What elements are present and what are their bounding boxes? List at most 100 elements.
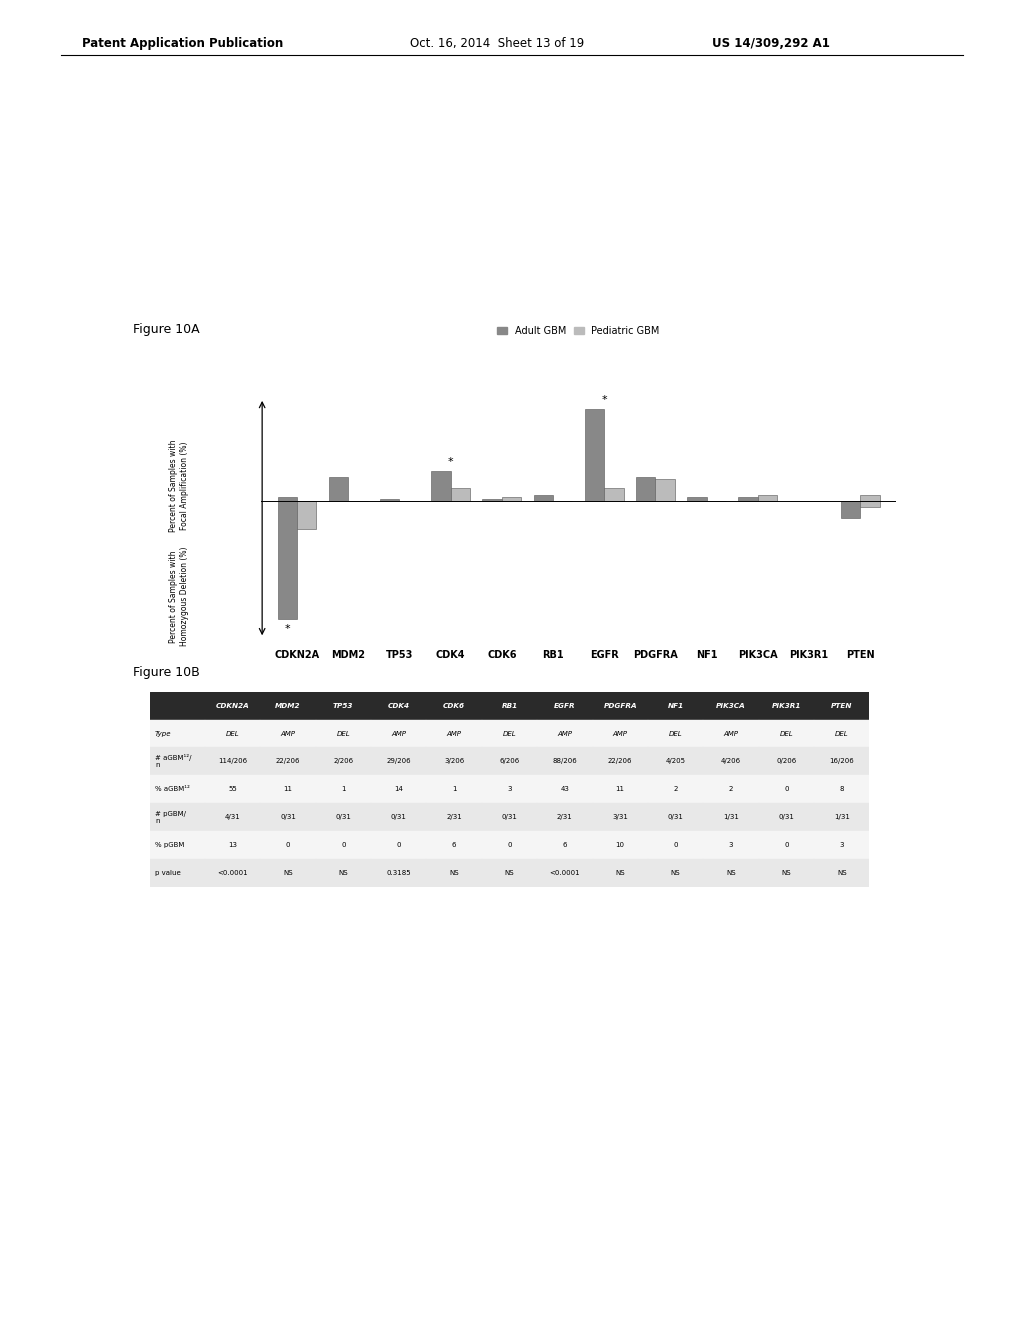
Bar (297, 500, 316, 529)
Text: 22/206: 22/206 (608, 759, 633, 764)
Bar (814, 747, 869, 775)
Text: AMP: AMP (612, 730, 628, 737)
Bar (538, 804, 593, 832)
Bar (703, 859, 759, 887)
Bar (593, 775, 648, 804)
Text: 0/31: 0/31 (391, 814, 407, 820)
Text: NS: NS (505, 870, 514, 876)
Bar (759, 804, 814, 832)
Text: % pGBM: % pGBM (155, 842, 184, 849)
Bar (593, 747, 648, 775)
Bar (502, 496, 521, 500)
Bar (150, 719, 205, 747)
Bar (260, 719, 315, 747)
Bar (260, 692, 315, 719)
Text: 1: 1 (452, 787, 457, 792)
Legend: Adult GBM, Pediatric GBM: Adult GBM, Pediatric GBM (494, 322, 664, 341)
Bar (604, 488, 624, 500)
Bar (205, 692, 260, 719)
Text: 6: 6 (452, 842, 457, 849)
Text: 0.3185: 0.3185 (386, 870, 411, 876)
Text: 0: 0 (507, 842, 512, 849)
Text: 3/206: 3/206 (444, 759, 464, 764)
Text: 1/31: 1/31 (834, 814, 850, 820)
Bar (315, 692, 371, 719)
Text: 114/206: 114/206 (218, 759, 247, 764)
Bar (538, 692, 593, 719)
Text: 4/206: 4/206 (721, 759, 741, 764)
Text: 0: 0 (674, 842, 678, 849)
Text: NS: NS (339, 870, 348, 876)
Text: NS: NS (671, 870, 680, 876)
Bar (431, 471, 451, 500)
Text: PIK3CA: PIK3CA (716, 702, 745, 709)
Text: Oct. 16, 2014  Sheet 13 of 19: Oct. 16, 2014 Sheet 13 of 19 (410, 37, 584, 50)
Text: NF1: NF1 (668, 702, 684, 709)
Text: 3: 3 (729, 842, 733, 849)
Text: 11: 11 (615, 787, 625, 792)
Bar (260, 804, 315, 832)
Bar (655, 479, 675, 500)
Text: 0/31: 0/31 (778, 814, 795, 820)
Bar (703, 719, 759, 747)
Bar (860, 500, 880, 507)
Text: 0: 0 (286, 842, 290, 849)
Bar (150, 804, 205, 832)
Bar (426, 859, 481, 887)
Bar (759, 775, 814, 804)
Text: # pGBM/
n: # pGBM/ n (155, 810, 186, 824)
Text: NS: NS (781, 870, 792, 876)
Bar (593, 859, 648, 887)
Text: 3: 3 (840, 842, 844, 849)
Bar (538, 775, 593, 804)
Text: MDM2: MDM2 (275, 702, 301, 709)
Text: 0/31: 0/31 (336, 814, 351, 820)
Bar (278, 496, 297, 500)
Bar (260, 747, 315, 775)
Bar (205, 804, 260, 832)
Text: CDK6: CDK6 (443, 702, 465, 709)
Bar (481, 775, 538, 804)
Bar (648, 775, 703, 804)
Bar (759, 747, 814, 775)
Text: US 14/309,292 A1: US 14/309,292 A1 (712, 37, 829, 50)
Bar (315, 832, 371, 859)
Bar (481, 804, 538, 832)
Bar (636, 478, 655, 500)
Bar (426, 804, 481, 832)
Text: Patent Application Publication: Patent Application Publication (82, 37, 284, 50)
Bar (648, 747, 703, 775)
Text: 1: 1 (341, 787, 345, 792)
Bar (205, 719, 260, 747)
Bar (534, 495, 553, 500)
Bar (593, 804, 648, 832)
Bar (380, 499, 399, 500)
Bar (814, 832, 869, 859)
Bar (703, 692, 759, 719)
Text: 2/31: 2/31 (557, 814, 572, 820)
Bar (593, 832, 648, 859)
Text: DEL: DEL (669, 730, 682, 737)
Bar (759, 692, 814, 719)
Bar (538, 719, 593, 747)
Bar (648, 719, 703, 747)
Text: NS: NS (450, 870, 459, 876)
Bar (481, 832, 538, 859)
Bar (278, 500, 297, 619)
Text: CDKN2A: CDKN2A (216, 702, 250, 709)
Bar (315, 719, 371, 747)
Bar (703, 804, 759, 832)
Text: NS: NS (615, 870, 625, 876)
Bar (150, 859, 205, 887)
Text: 2: 2 (729, 787, 733, 792)
Text: 1/31: 1/31 (723, 814, 739, 820)
Text: 10: 10 (615, 842, 625, 849)
Bar (481, 719, 538, 747)
Bar (538, 747, 593, 775)
Text: DEL: DEL (225, 730, 240, 737)
Text: Figure 10B: Figure 10B (133, 665, 200, 678)
Text: 3/31: 3/31 (612, 814, 628, 820)
Bar (759, 859, 814, 887)
Text: 0: 0 (396, 842, 401, 849)
Bar (814, 692, 869, 719)
